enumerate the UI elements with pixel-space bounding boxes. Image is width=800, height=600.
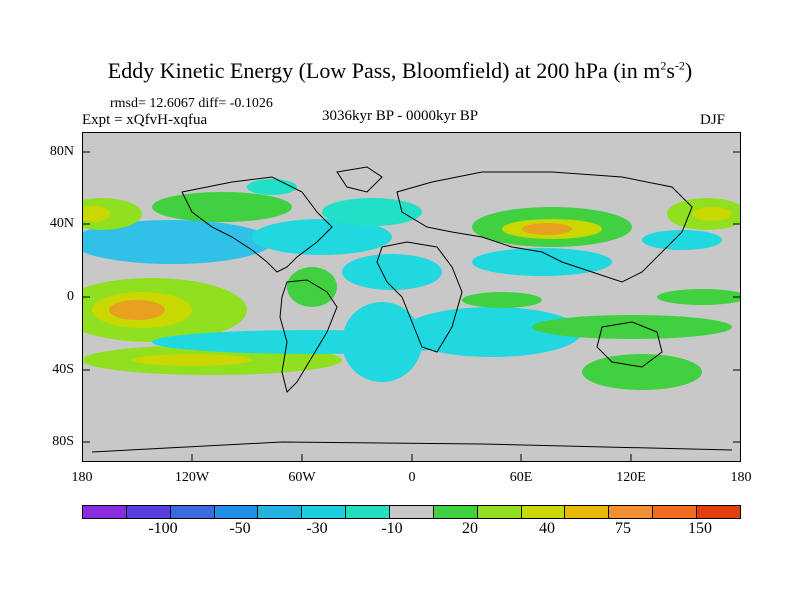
- colorbar-label: -100: [148, 520, 178, 537]
- colorbar-swatch: [126, 506, 171, 518]
- field-blob: [462, 292, 542, 308]
- stats-text: rmsd= 12.6067 diff= -0.1026: [110, 96, 273, 111]
- field-blob: [78, 206, 110, 222]
- colorbar-swatch: [521, 506, 566, 518]
- period-label: 3036kyr BP - 0000kyr BP: [322, 108, 479, 124]
- colorbar-swatch: [653, 506, 698, 518]
- colorbar-label: 150: [688, 520, 712, 537]
- colorbar-label: 75: [615, 520, 631, 537]
- lat-label-40n: 40N: [49, 216, 74, 231]
- field-blob: [522, 223, 572, 235]
- map-frame: [82, 132, 741, 462]
- colorbar-swatch: [170, 506, 215, 518]
- lon-label-120e: 120E: [616, 470, 646, 485]
- colorbar-swatch: [565, 506, 610, 518]
- colorbar: [82, 505, 741, 519]
- field-blob: [582, 354, 702, 390]
- lat-label-40s: 40S: [52, 362, 74, 377]
- field-blob: [692, 207, 732, 221]
- field-blob: [532, 315, 732, 339]
- colorbar-label: 40: [539, 520, 555, 537]
- antarctica-outline: [91, 441, 733, 453]
- colorbar-swatch: [83, 506, 127, 518]
- colorbar-swatch: [214, 506, 259, 518]
- africa-outline: [376, 241, 463, 353]
- field-blob: [132, 354, 252, 366]
- plot-title: Eddy Kinetic Energy (Low Pass, Bloomfiel…: [107, 58, 693, 83]
- colorbar-label: -50: [229, 520, 251, 537]
- australia-outline: [596, 321, 663, 368]
- lon-label-180w: 180: [71, 470, 93, 485]
- colorbar-label: 20: [462, 520, 478, 537]
- colorbar-swatch: [697, 506, 740, 518]
- field-blob: [247, 179, 297, 195]
- field-blob: [322, 198, 422, 226]
- field-blob: [72, 220, 272, 264]
- field-blob: [287, 267, 337, 307]
- field-anomalies: [57, 179, 747, 390]
- colorbar-label: -10: [381, 520, 403, 537]
- lon-label-120w: 120W: [174, 470, 210, 485]
- field-blob: [342, 254, 442, 290]
- field-blob: [657, 289, 747, 305]
- colorbar-swatch: [390, 506, 434, 518]
- map-panel: [57, 132, 747, 462]
- lon-label-0: 0: [408, 470, 416, 485]
- colorbar-swatch: [302, 506, 347, 518]
- colorbar-label: -30: [306, 520, 328, 537]
- lon-label-60e: 60E: [509, 470, 533, 485]
- colorbar-swatch: [477, 506, 522, 518]
- south-america-outline: [279, 279, 338, 393]
- colorbar-swatch: [258, 506, 303, 518]
- greenland-outline: [336, 166, 383, 193]
- coastlines: [91, 166, 733, 453]
- experiment-label: Expt = xQfvH-xqfua: [82, 112, 208, 128]
- tick-marks: [82, 151, 741, 462]
- north-america-outline: [181, 176, 333, 273]
- lon-label-180e: 180: [730, 470, 752, 485]
- field-blob: [109, 300, 165, 320]
- field-blob: [642, 230, 722, 250]
- colorbar-swatch: [346, 506, 391, 518]
- season-label: DJF: [700, 112, 726, 128]
- colorbar-swatch: [609, 506, 654, 518]
- colorbar-swatch: [433, 506, 478, 518]
- lat-label-0: 0: [67, 289, 74, 304]
- field-blob: [152, 330, 472, 354]
- eurasia-outline: [396, 171, 693, 283]
- world-map: [57, 132, 747, 462]
- lat-label-80n: 80N: [49, 144, 74, 159]
- field-blob: [152, 192, 292, 222]
- lat-label-80s: 80S: [52, 434, 74, 449]
- lon-label-60w: 60W: [288, 470, 316, 485]
- field-blob: [472, 248, 612, 276]
